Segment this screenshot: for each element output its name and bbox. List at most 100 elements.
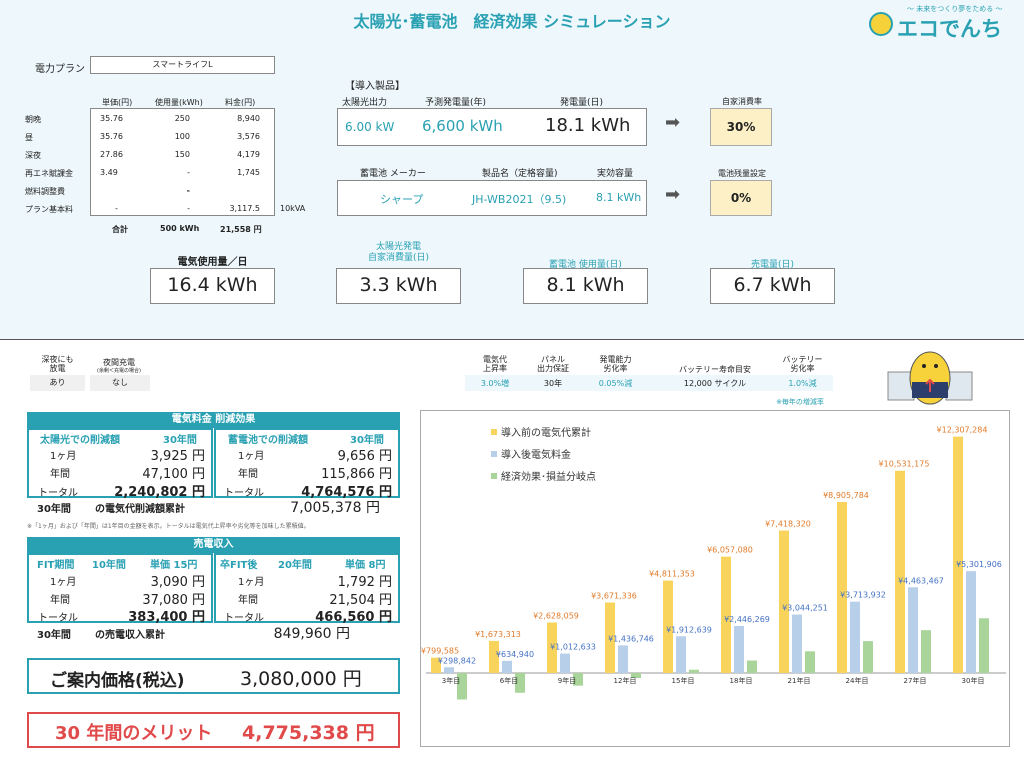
battery-savings-title: 蓄電池での削減額 bbox=[228, 435, 308, 446]
chart-bar bbox=[953, 436, 963, 673]
merit-box bbox=[27, 712, 400, 748]
post-fit-title: 卒FIT後 bbox=[220, 560, 258, 571]
solar-box bbox=[337, 108, 647, 146]
data-label: ¥10,531,175 bbox=[879, 460, 930, 469]
row-price: 3.49 bbox=[100, 168, 118, 177]
chart-bar bbox=[747, 660, 757, 673]
assumption-label: バッテリー 劣化率 bbox=[782, 355, 823, 373]
x-tick-label: 3年目 bbox=[442, 676, 460, 685]
plan-value: スマートライフL bbox=[90, 56, 275, 74]
solar-savings-years: 30年間 bbox=[163, 435, 197, 446]
legend-label: 導入前の電気代累計 bbox=[501, 426, 591, 439]
chart-bar bbox=[921, 630, 931, 673]
savings-row-value: 115,866 円 bbox=[321, 467, 392, 482]
col-header-usage: 使用量(kWh) bbox=[155, 98, 203, 107]
assumption-value: 3.0%増 bbox=[480, 379, 510, 388]
data-label: ¥12,307,284 bbox=[937, 426, 988, 435]
chart-bar bbox=[560, 653, 570, 673]
savings-row-key: 1ヶ月 bbox=[238, 451, 265, 462]
chart-bar bbox=[779, 530, 789, 673]
sales-row-key: 年間 bbox=[50, 595, 70, 606]
lightbulb-icon bbox=[869, 12, 893, 36]
assumption-value-bar bbox=[465, 375, 833, 391]
data-label: ¥3,671,336 bbox=[591, 591, 637, 600]
remain-value: 0% bbox=[710, 180, 772, 216]
col-header-fee: 料金(円) bbox=[225, 98, 256, 107]
battery-savings-years: 30年間 bbox=[350, 435, 384, 446]
chart-bar bbox=[721, 556, 731, 673]
chart-bar bbox=[908, 587, 918, 673]
chart-bar bbox=[734, 626, 744, 673]
summary-label: 売電量(日) bbox=[750, 260, 795, 270]
section-divider bbox=[0, 339, 1024, 340]
summary-value: 6.7 kWh bbox=[710, 268, 835, 304]
savings-cum-value: 7,005,378 円 bbox=[290, 500, 380, 516]
chart-bar bbox=[457, 673, 467, 700]
price-label: ご案内価格(税込) bbox=[50, 671, 185, 691]
savings-row-key: 年間 bbox=[50, 469, 70, 480]
summary-label: 太陽光発電 自家消費量(日) bbox=[367, 242, 430, 263]
sales-row-value: 1,792 円 bbox=[337, 575, 392, 590]
data-label: ¥5,301,906 bbox=[956, 560, 1002, 569]
price-value: 3,080,000 円 bbox=[240, 668, 362, 690]
x-tick-label: 30年目 bbox=[962, 676, 985, 685]
savings-note: ※「1ヶ月」および「年間」は1年目の金額を表示。トータルは電気代上昇率や劣化等を… bbox=[27, 523, 310, 530]
arrow-right-icon: ➡ bbox=[665, 112, 681, 133]
legend-swatch bbox=[491, 451, 497, 457]
price-box bbox=[27, 658, 400, 694]
fit-title: FIT期間 bbox=[37, 560, 75, 571]
row-label: 深夜 bbox=[25, 151, 41, 160]
total-usage: 500 kWh bbox=[160, 224, 200, 233]
col-header-price: 単価(円) bbox=[102, 98, 133, 107]
row-price: 27.86 bbox=[100, 150, 123, 159]
savings-row-key: 年間 bbox=[238, 469, 258, 480]
battery-capacity-value: 8.1 kWh bbox=[596, 191, 642, 204]
sales-row-value: 3,090 円 bbox=[150, 575, 205, 590]
data-label: ¥2,628,059 bbox=[533, 612, 579, 621]
chart-bar bbox=[850, 601, 860, 673]
data-label: ¥1,436,746 bbox=[608, 634, 654, 643]
total-label: 合計 bbox=[112, 225, 128, 234]
assumption-label: パネル 出力保証 bbox=[537, 355, 569, 373]
fit-panel bbox=[27, 553, 213, 623]
remain-label: 電池残量設定 bbox=[718, 169, 766, 178]
row-fee: 3,117.5 bbox=[229, 204, 260, 213]
data-label: ¥4,811,353 bbox=[649, 570, 695, 579]
battery-maker-value: シャープ bbox=[380, 193, 424, 206]
savings-cum-label: 30年間 bbox=[37, 504, 71, 515]
logo-tagline: ～ 未来をつくり夢をためる ～ bbox=[907, 5, 1003, 13]
chart-bar bbox=[573, 673, 583, 686]
x-tick-label: 15年目 bbox=[672, 676, 695, 685]
sales-cum-label: の売電収入累計 bbox=[95, 630, 165, 641]
legend-swatch bbox=[491, 473, 497, 479]
chart-bar bbox=[618, 645, 628, 673]
savings-row-key: 1ヶ月 bbox=[50, 451, 77, 462]
battery-header-product: 製品名（定格容量) bbox=[482, 169, 558, 179]
data-label: ¥1,673,313 bbox=[475, 630, 521, 639]
post-fit-unit: 単価 8円 bbox=[345, 560, 386, 571]
sales-row-key: 年間 bbox=[238, 595, 258, 606]
data-label: ¥1,012,633 bbox=[550, 643, 596, 652]
chart-bar bbox=[515, 673, 525, 693]
solar-annual-value: 6,600 kWh bbox=[422, 117, 503, 135]
data-label: ¥3,713,932 bbox=[840, 591, 886, 600]
usage-table-box bbox=[90, 108, 275, 216]
battery-header-capacity: 実効容量 bbox=[597, 169, 634, 179]
summary-value: 8.1 kWh bbox=[523, 268, 648, 304]
sales-cum-value: 849,960 円 bbox=[273, 626, 350, 642]
assumption-label: 電気代 上昇率 bbox=[483, 355, 507, 373]
chart-bar bbox=[895, 470, 905, 673]
x-tick-label: 18年目 bbox=[730, 676, 753, 685]
sales-row-value: 383,400 円 bbox=[128, 610, 205, 625]
data-label: ¥3,044,251 bbox=[782, 604, 828, 613]
chart-bar bbox=[979, 618, 989, 673]
row-usage: 100 bbox=[174, 132, 190, 141]
row-label: 再エネ賦課金 bbox=[25, 169, 73, 178]
chart-bar bbox=[431, 657, 441, 673]
chart-bar bbox=[805, 651, 815, 673]
plan-label: 電力プラン bbox=[35, 64, 85, 75]
data-label: ¥2,446,269 bbox=[724, 615, 770, 624]
legend-label: 経済効果･損益分岐点 bbox=[501, 470, 596, 483]
summary-label: 電気使用量／日 bbox=[177, 257, 248, 268]
